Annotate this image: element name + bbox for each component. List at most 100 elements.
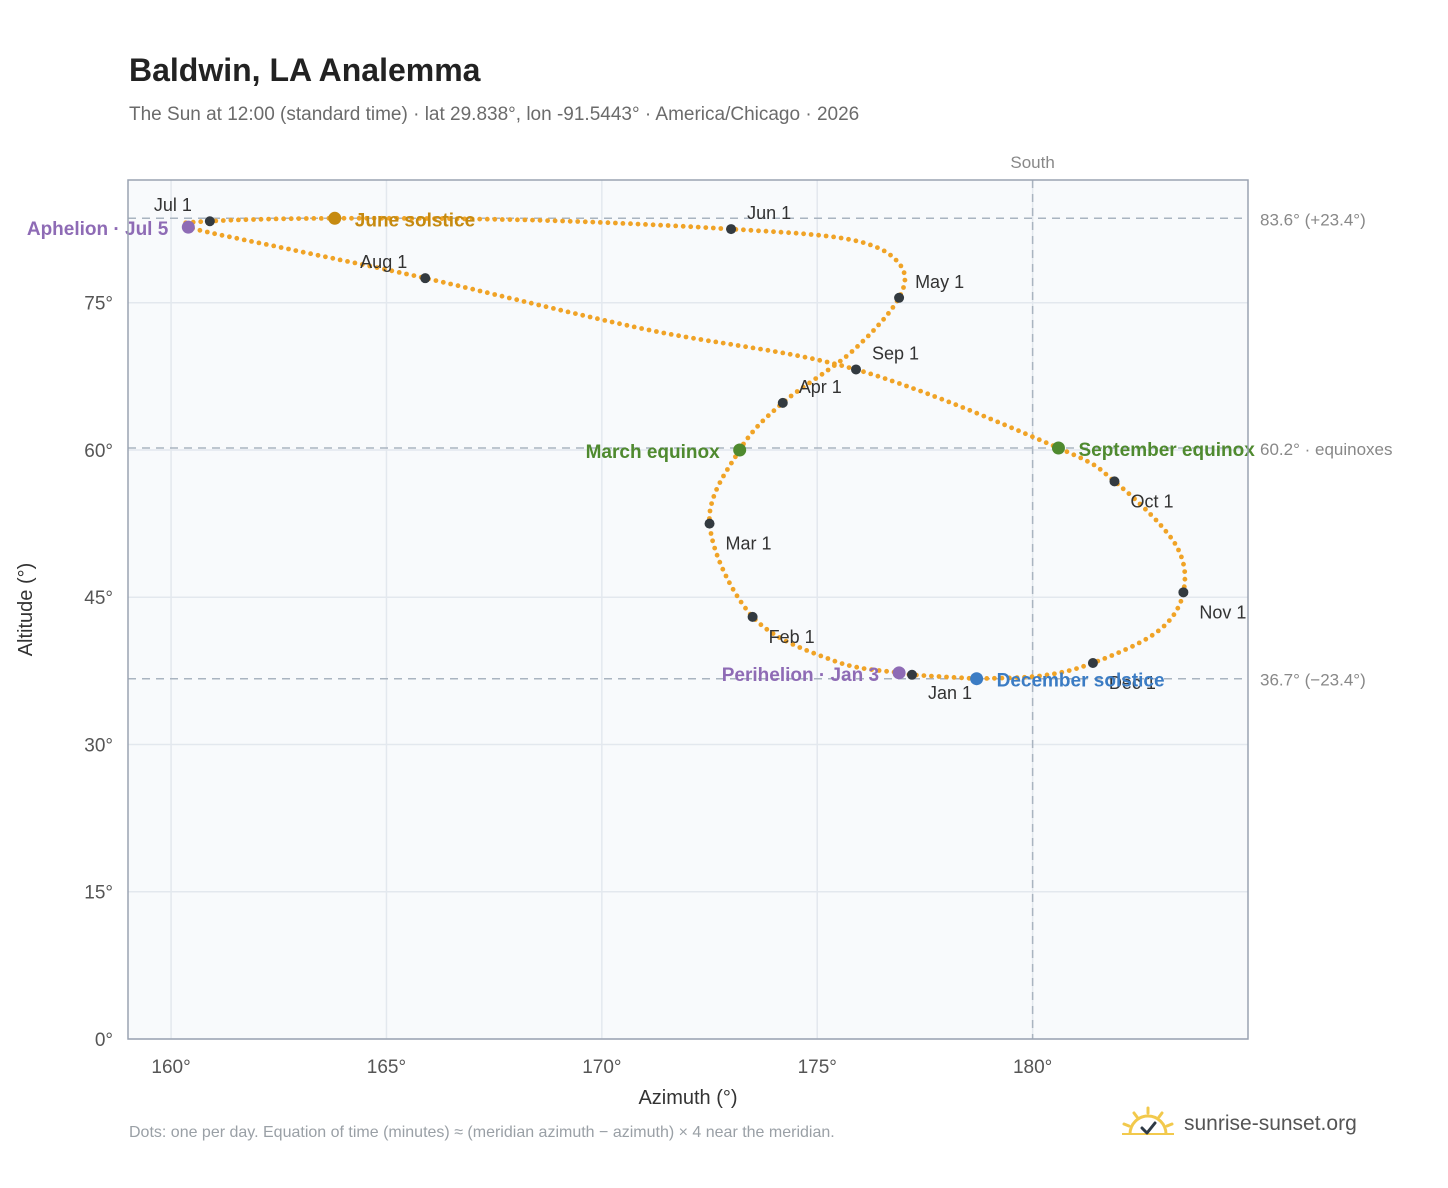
daily-dot [311, 216, 317, 221]
daily-dot [477, 216, 483, 222]
daily-dot [730, 586, 736, 592]
daily-dot [911, 386, 916, 391]
daily-dot [818, 653, 824, 659]
daily-dot [717, 480, 723, 485]
daily-dot [777, 635, 782, 640]
daily-dot [411, 273, 417, 278]
month-marker [726, 224, 737, 235]
daily-dot [817, 357, 823, 363]
reference-label: 83.6° (+23.4°) [1260, 210, 1366, 229]
daily-dot [786, 230, 791, 236]
x-tick-label: 170° [582, 1057, 621, 1078]
daily-dot [760, 418, 766, 424]
daily-dot [772, 349, 778, 354]
event-label: Perihelion · Jan 3 [722, 665, 879, 686]
y-tick-label: 45° [84, 588, 113, 609]
daily-dot [869, 667, 874, 672]
daily-dot [440, 279, 446, 285]
daily-dot [703, 225, 709, 231]
x-tick-label: 160° [151, 1057, 190, 1078]
daily-dot [382, 266, 387, 272]
daily-dot [499, 293, 505, 299]
daily-dot [198, 219, 204, 225]
daily-dot [575, 219, 581, 224]
daily-dot [356, 215, 362, 221]
daily-dot [932, 394, 938, 399]
daily-dot [1097, 466, 1103, 472]
daily-dot [960, 405, 966, 410]
daily-dot [371, 215, 377, 221]
daily-dot [893, 257, 899, 263]
daily-dot [787, 351, 793, 357]
daily-dot [946, 399, 952, 405]
daily-dot [1130, 643, 1135, 649]
daily-dot [258, 216, 264, 222]
daily-dot [507, 217, 513, 223]
event-label: June solstice [355, 210, 475, 231]
daily-dot [1155, 628, 1161, 634]
month-label: Feb 1 [769, 627, 815, 647]
daily-dot [536, 302, 542, 308]
daily-dot [349, 215, 354, 221]
daily-dot [1085, 458, 1090, 464]
daily-dot [711, 494, 717, 499]
daily-dot [871, 328, 876, 333]
brand[interactable]: sunrise-sunset.org [1120, 1102, 1357, 1146]
daily-dot [367, 263, 373, 269]
daily-dot [902, 277, 908, 283]
daily-dot [567, 218, 573, 224]
plot-frame [127, 179, 1249, 1040]
daily-dot [974, 410, 980, 416]
month-label: Dec 1 [1109, 673, 1156, 693]
daily-dot [658, 222, 663, 228]
daily-dot [220, 218, 226, 223]
daily-dot [832, 658, 838, 664]
daily-dot [1132, 496, 1137, 502]
daily-dot [729, 460, 734, 466]
event-marker [892, 666, 906, 680]
daily-dot [389, 268, 395, 274]
daily-dot [492, 292, 498, 297]
daily-dot [256, 240, 262, 246]
daily-dot [643, 222, 648, 227]
daily-dot [825, 656, 831, 661]
daily-dot [506, 295, 512, 301]
daily-dot [552, 218, 558, 224]
sun-logo-icon [1122, 1106, 1174, 1135]
daily-dot [654, 329, 659, 334]
month-marker [747, 611, 758, 622]
daily-dot [470, 286, 476, 292]
daily-dot [266, 216, 271, 222]
daily-dot [748, 227, 754, 233]
daily-dot [432, 216, 437, 222]
daily-dot [763, 228, 769, 234]
daily-dot [296, 216, 302, 222]
daily-dot [780, 350, 786, 356]
daily-dot [543, 304, 549, 310]
y-tick-label: 75° [84, 294, 113, 315]
daily-dot [1171, 612, 1177, 618]
daily-dot [771, 229, 776, 235]
daily-dot [888, 252, 893, 258]
daily-dot [741, 227, 746, 233]
reference-label: 36.7° (−23.4°) [1260, 671, 1366, 690]
daily-dot [273, 216, 279, 222]
daily-dot [323, 254, 328, 260]
daily-dot [811, 650, 817, 656]
daily-dot [881, 316, 886, 322]
event-marker [328, 211, 342, 225]
daily-dot [587, 314, 593, 320]
daily-dot [1059, 669, 1065, 675]
daily-dot [860, 240, 866, 246]
daily-dot [1182, 576, 1188, 582]
daily-dot [706, 338, 711, 344]
x-tick-label: 175° [798, 1057, 837, 1078]
daily-dot [1023, 431, 1028, 437]
daily-dot [234, 235, 240, 241]
daily-dot [853, 238, 859, 244]
daily-dot [718, 226, 724, 231]
daily-dot [1081, 663, 1086, 669]
daily-dot [228, 217, 234, 223]
daily-dot [1120, 486, 1126, 492]
daily-dot [714, 487, 719, 492]
